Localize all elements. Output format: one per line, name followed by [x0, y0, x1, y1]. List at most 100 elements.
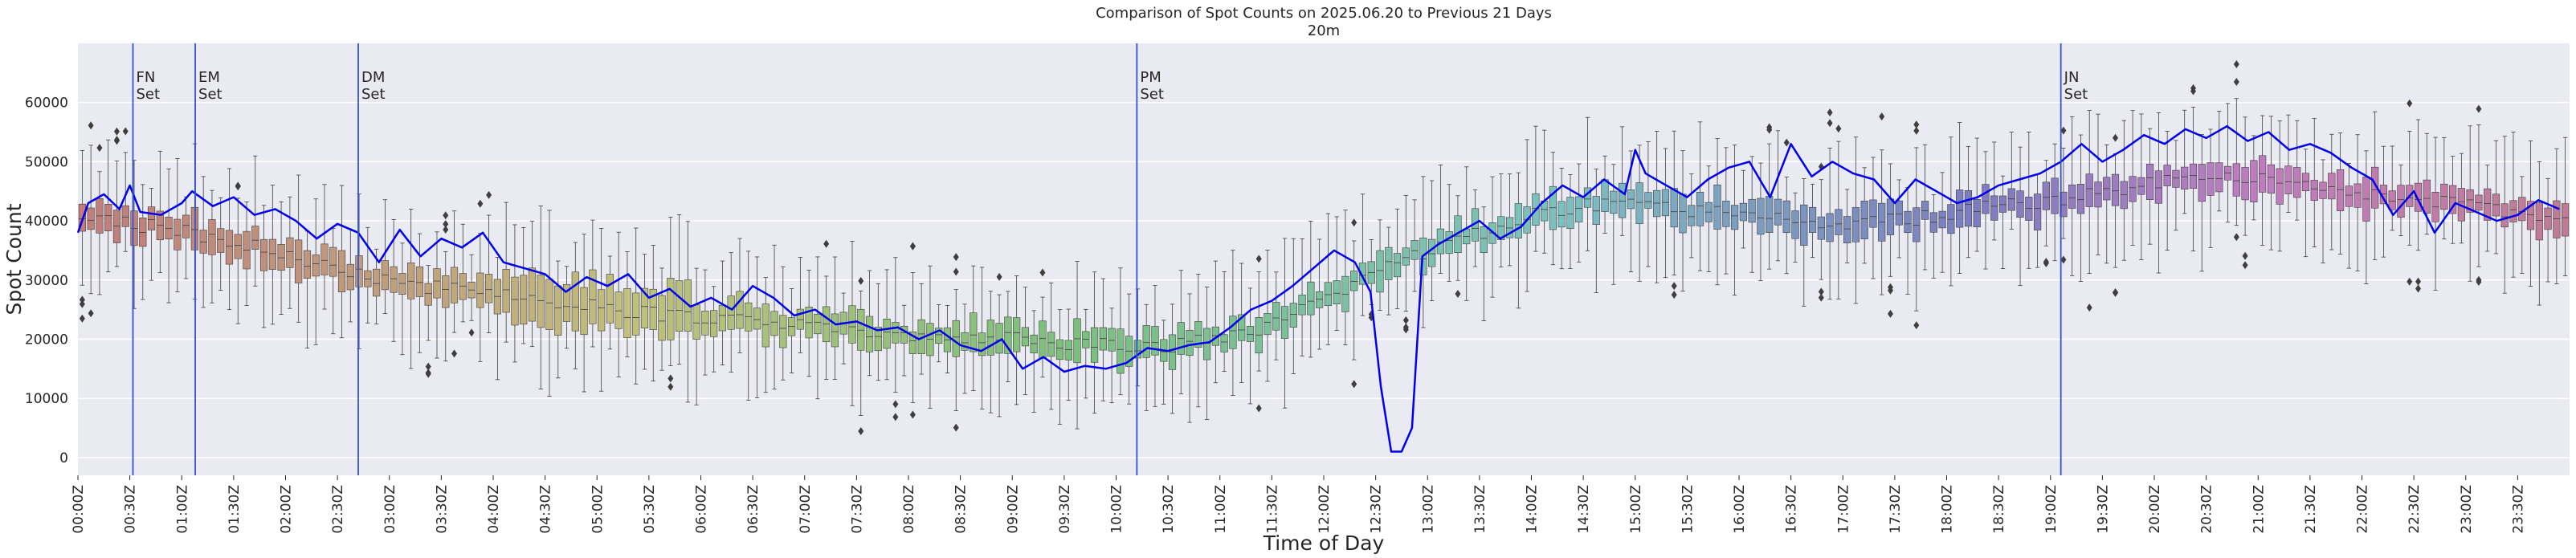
x-tick-label: 22:30Z	[2407, 485, 2423, 534]
x-tick-label: 03:30Z	[434, 485, 450, 534]
box-iqr	[753, 308, 761, 330]
box-iqr	[2354, 183, 2362, 208]
box-iqr	[1575, 196, 1583, 222]
event-markers: FN Set EM Set DM Set PM Set JN Set	[132, 43, 2088, 475]
box-iqr	[295, 239, 303, 283]
box-iqr	[2397, 185, 2405, 218]
box-iqr	[537, 275, 545, 328]
x-tick-label: 19:30Z	[2095, 485, 2111, 534]
box-iqr	[337, 250, 346, 293]
box-iqr	[364, 270, 372, 287]
box-iqr	[1021, 327, 1030, 347]
outlier-point	[953, 267, 959, 276]
box-iqr	[2215, 162, 2223, 193]
box-iqr	[589, 269, 597, 324]
box-iqr	[2267, 164, 2276, 193]
box-iqr	[2276, 168, 2284, 205]
outlier-point	[953, 253, 959, 262]
box-iqr	[2189, 163, 2198, 189]
box-iqr	[2414, 182, 2423, 212]
box-iqr	[1670, 188, 1678, 228]
box-iqr	[1333, 280, 1341, 305]
outlier-point	[1455, 290, 1461, 299]
box-iqr	[814, 313, 822, 335]
outlier-point	[2242, 261, 2248, 270]
box-iqr	[1445, 231, 1453, 255]
box-iqr	[667, 278, 675, 340]
y-tick-label: 0	[59, 450, 68, 466]
box-iqr	[1108, 328, 1116, 352]
box-iqr	[217, 228, 225, 253]
box-iqr	[1090, 327, 1099, 363]
box-iqr	[2137, 177, 2145, 195]
x-tick-label: 01:30Z	[227, 485, 243, 534]
box-iqr	[1826, 213, 1834, 242]
box-iqr	[329, 246, 337, 277]
x-tick-label: 23:00Z	[2459, 485, 2475, 534]
x-tick-label: 19:00Z	[2043, 485, 2060, 534]
outlier-point	[88, 121, 94, 130]
box-iqr	[1618, 182, 1627, 218]
outlier-point	[96, 144, 103, 153]
outlier-point	[2476, 275, 2482, 284]
box-iqr	[961, 332, 969, 351]
box-iqr	[1047, 332, 1055, 357]
outlier-point	[2113, 288, 2119, 297]
y-tick-label: 20000	[25, 332, 68, 348]
box-iqr	[2042, 181, 2050, 210]
box-iqr	[1904, 210, 1912, 234]
box-iqr	[1082, 331, 1090, 348]
box-iqr	[2250, 160, 2258, 202]
outlier-point	[468, 328, 475, 337]
x-tick-label: 00:30Z	[123, 485, 139, 534]
x-tick-label: 08:30Z	[953, 485, 970, 534]
box-iqr	[1964, 190, 1973, 227]
box-iqr	[424, 283, 432, 306]
outlier-point	[1879, 112, 1885, 121]
y-axis-label: Spot Count	[2, 203, 26, 315]
outlier-point	[486, 190, 492, 199]
box-iqr	[1557, 201, 1566, 228]
box-iqr	[1013, 317, 1021, 352]
box-iqr	[199, 230, 207, 254]
box-iqr	[900, 325, 908, 344]
outlier-point	[2415, 277, 2422, 286]
box-iqr	[87, 207, 95, 230]
box-iqr	[1791, 210, 1799, 239]
x-tick-label: 12:00Z	[1317, 485, 1333, 534]
box-iqr	[692, 304, 700, 340]
box-iqr	[1064, 340, 1072, 360]
outlier-point	[1351, 218, 1357, 227]
outlier-point	[1671, 282, 1677, 291]
y-tick-label: 30000	[25, 273, 68, 289]
x-tick-label: 23:30Z	[2510, 485, 2526, 534]
box-iqr	[1280, 306, 1289, 340]
event-label: PM Set	[1140, 69, 1164, 103]
outlier-point	[2476, 104, 2482, 113]
outlier-point	[113, 136, 120, 145]
box-iqr	[970, 312, 978, 352]
box-iqr	[614, 291, 623, 329]
box-iqr	[649, 288, 657, 330]
box-iqr	[2120, 181, 2128, 210]
box-iqr	[1998, 195, 2007, 213]
box-iqr	[1644, 192, 1652, 209]
box-iqr	[1117, 328, 1125, 374]
box-iqr	[718, 304, 727, 332]
x-tick-label: 11:00Z	[1213, 485, 1229, 534]
x-tick-label: 18:30Z	[1991, 485, 2007, 534]
event-label: DM Set	[361, 69, 386, 103]
box-iqr	[640, 287, 649, 328]
box-iqr	[1956, 189, 1964, 228]
box-iqr	[848, 305, 856, 344]
y-gridlines	[78, 101, 2570, 458]
outlier-point	[79, 314, 85, 323]
line-series	[76, 124, 2560, 453]
box-iqr	[251, 226, 259, 250]
box-iqr	[121, 205, 129, 227]
box-iqr	[2371, 166, 2379, 209]
x-tick-label: 10:30Z	[1161, 485, 1177, 534]
outlier-point	[1887, 309, 1893, 318]
box-iqr	[1410, 240, 1419, 260]
